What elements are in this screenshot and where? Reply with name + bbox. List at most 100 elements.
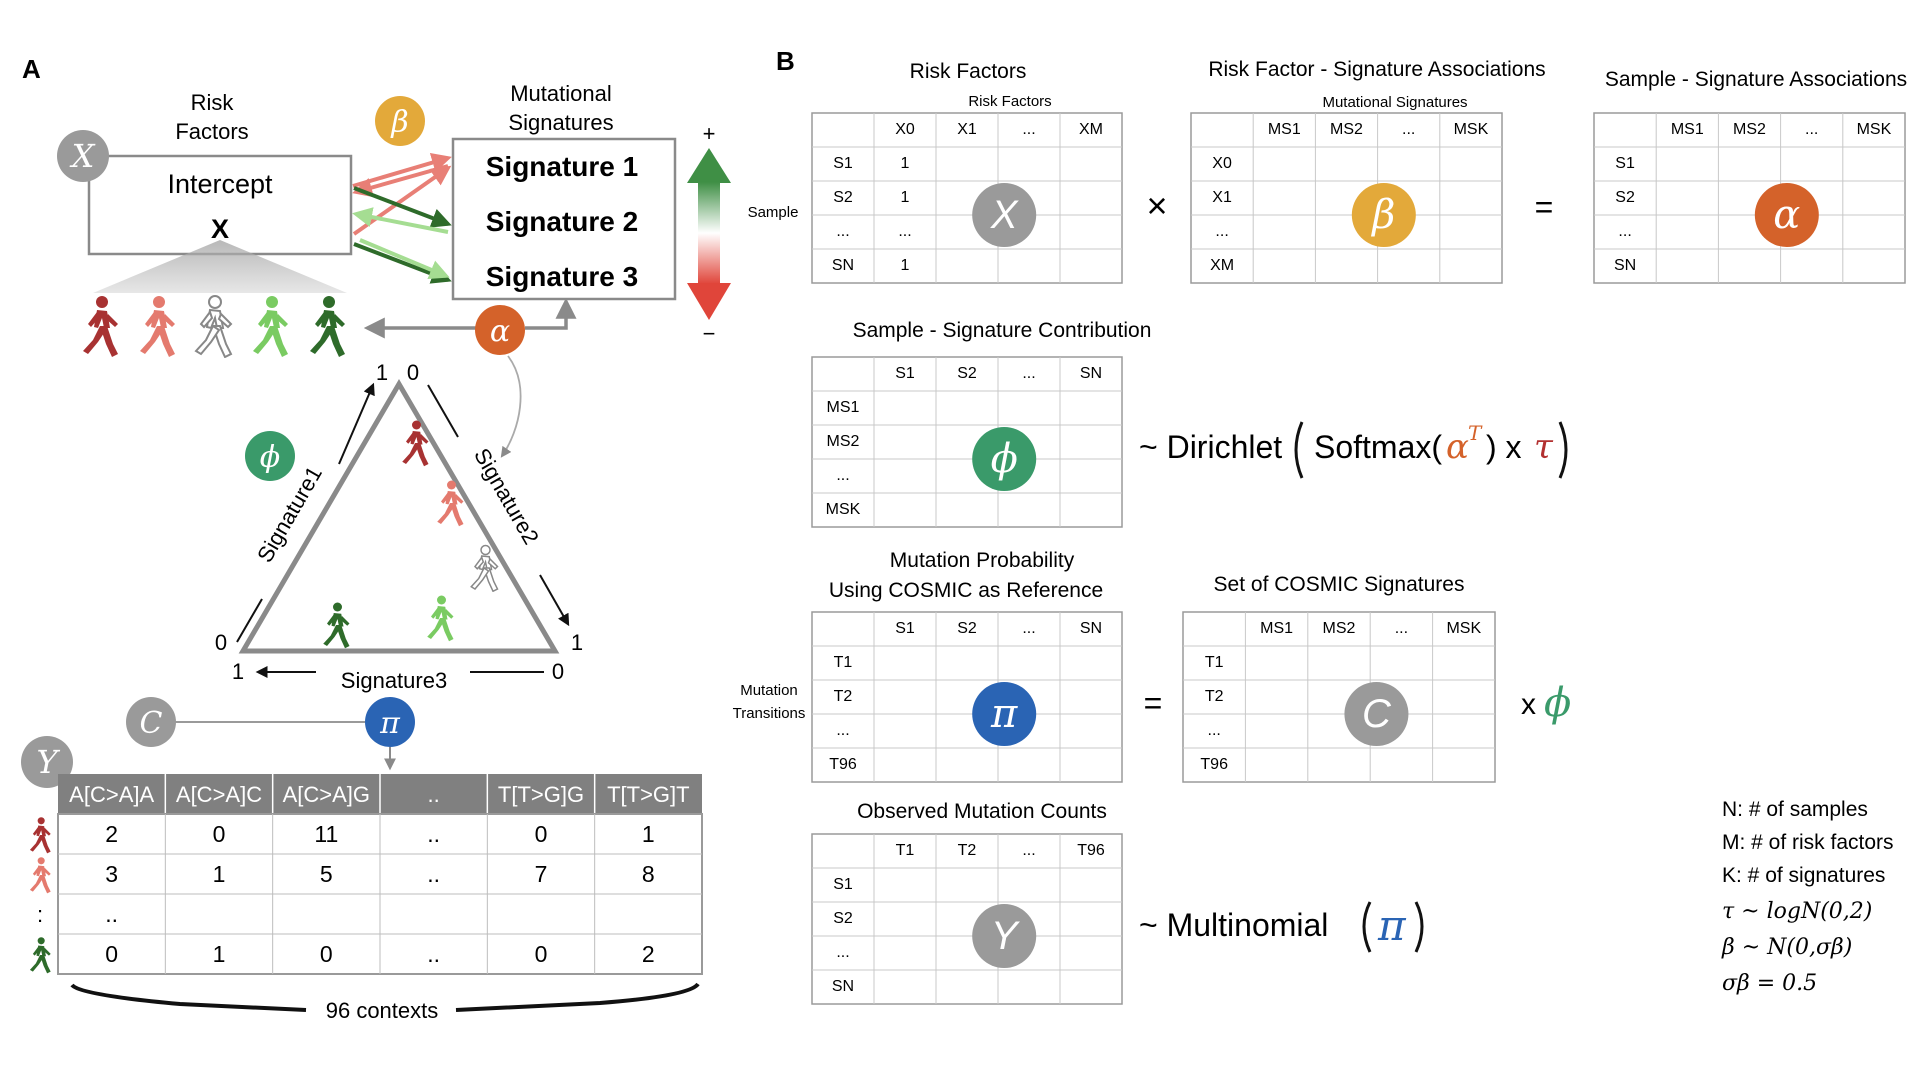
matrix-col-header: MS2	[1330, 121, 1363, 138]
times-phi-prefix: x	[1521, 688, 1536, 721]
signature-3-label: Signature 3	[486, 261, 638, 292]
association-arrows	[352, 152, 452, 284]
matrix-symbol: ϕ	[991, 436, 1018, 482]
matrix-row-header: ...	[1215, 223, 1228, 240]
dirichlet-close: ) x	[1486, 429, 1522, 465]
matrix-col-header: MS2	[1733, 121, 1766, 138]
intercept-x-label: X	[211, 214, 229, 244]
matrix-row-header: SN	[832, 978, 854, 995]
risk-factors-matrix: X0 X1... XM S1 S2... SN 1 1... 1 X	[811, 112, 1123, 284]
contexts-label: 96 contexts	[326, 998, 439, 1023]
contribution-matrix: S1 S2... SN MS1 MS2... MSK ϕ	[811, 356, 1123, 528]
table-column-header: A[C>A]A	[69, 782, 154, 807]
legend-m: M: # of risk factors	[1722, 831, 1894, 854]
matrix-symbol: π	[990, 691, 1018, 737]
signature2-axis-arrow	[539, 574, 570, 627]
matrix-col-header: S1	[895, 620, 915, 637]
matrix-row-header: T96	[1200, 756, 1228, 773]
matrix-row-header: MS1	[827, 399, 860, 416]
observed-counts-matrix: T1 T2... T96 S1 S2... SN Y	[811, 833, 1123, 1005]
table-row-person-icon	[29, 817, 51, 854]
sample-sig-matrix-title: Sample - Signature Associations	[1605, 68, 1907, 91]
matrix-row-header: T96	[829, 756, 857, 773]
matrix-col-header: MSK	[1446, 620, 1481, 637]
intercept-label: Intercept	[167, 169, 273, 199]
prior-sigma: σβ = 0.5	[1722, 971, 1817, 996]
intercept-box	[87, 154, 353, 256]
tick-top-left: 1	[376, 360, 388, 385]
matrix-symbol-node	[972, 904, 1037, 968]
table-cell: ..	[427, 821, 440, 847]
times-sign: ×	[1146, 185, 1167, 226]
dirichlet-tau: τ	[1534, 427, 1554, 467]
scale-plus: +	[703, 121, 716, 146]
matrix-row-header: ...	[836, 722, 849, 739]
x-node	[57, 130, 109, 182]
mutation-probability-title-1: Mutation Probability	[890, 549, 1075, 572]
mutation-probability-title-2: Using COSMIC as Reference	[829, 579, 1103, 602]
matrix-row-header: ...	[836, 944, 849, 961]
matrix-col-header: ...	[1022, 842, 1035, 859]
equals-sign: =	[1535, 189, 1554, 225]
matrix-row-header: XM	[1210, 257, 1234, 274]
sample-sig-matrix: MS1 MS2... MSK S1 S2... SN α	[1593, 112, 1906, 284]
tick-right-bottom: 1	[571, 630, 583, 655]
person-salmon-icon	[140, 296, 175, 357]
table-column-header: T[T>G]G	[498, 782, 584, 807]
table-row-person-icon	[29, 857, 51, 894]
signature-1-label: Signature 1	[486, 151, 638, 182]
beta-node	[375, 96, 425, 146]
matrix-col-header: ...	[1402, 121, 1415, 138]
table-row-person-icon	[29, 937, 51, 974]
multinomial-pi: π	[1377, 901, 1407, 950]
matrix-symbol-node	[972, 682, 1037, 746]
table-row-ellipsis: :	[37, 902, 43, 927]
panel-b-label: B	[776, 46, 795, 76]
table-cell: 0	[213, 821, 226, 847]
matrix-row-header: S1	[833, 876, 853, 893]
table-cell: 5	[320, 861, 333, 887]
matrix-row-header: T1	[1205, 654, 1224, 671]
matrix-col-header: T2	[958, 842, 977, 859]
matrix-cell: 1	[901, 257, 910, 274]
contribution-matrix-title: Sample - Signature Contribution	[853, 319, 1152, 342]
rf-sig-matrix: MS1 MS2... MSK X0 X1... XM β	[1190, 112, 1503, 284]
tick-bottom-left: 1	[232, 659, 244, 684]
matrix-col-header: MS2	[1323, 620, 1356, 637]
matrix-cell: ...	[898, 223, 911, 240]
risk-factors-matrix-subtitle: Risk Factors	[968, 93, 1051, 110]
legend-n: N: # of samples	[1722, 798, 1868, 821]
mutational-signatures-line2: Signatures	[508, 110, 613, 135]
multinomial-formula: ~ Multinomial π	[1139, 901, 1424, 953]
matrix-col-header: S2	[957, 620, 977, 637]
matrix-row-header: T1	[834, 654, 853, 671]
table-cell: ..	[427, 941, 440, 967]
table-column-header: A[C>A]G	[283, 782, 370, 807]
matrix-symbol: X	[990, 193, 1019, 237]
matrix-col-header: MS1	[1268, 121, 1301, 138]
contexts-brace-right	[455, 982, 700, 1012]
contexts-brace-left	[70, 983, 307, 1012]
matrix-symbol: β	[1370, 192, 1395, 238]
table-cell: 0	[105, 941, 118, 967]
signature1-axis-arrow	[338, 382, 375, 465]
mutation-transitions-axis-2: Transitions	[733, 705, 806, 722]
table-cell: 8	[642, 861, 655, 887]
matrix-col-header: ...	[1395, 620, 1408, 637]
table-cell: 3	[105, 861, 118, 887]
softmax-label: Softmax(	[1314, 429, 1442, 465]
mutation-counts-table: A[C>A]A A[C>A]C A[C>A]G.. T[T>G]G T[T>G]T 2 0 1…	[29, 774, 703, 975]
c-node-symbol: C	[140, 706, 163, 741]
equals-sign-2: =	[1144, 685, 1163, 721]
alpha-to-triangle-arrow	[500, 355, 522, 458]
table-cell: 0	[535, 941, 548, 967]
population-people	[83, 295, 345, 358]
signature2-axis-tail	[427, 384, 459, 438]
matrix-cell: 1	[901, 155, 910, 172]
matrix-symbol-node	[972, 427, 1037, 491]
matrix-row-header: S2	[833, 189, 853, 206]
risk-factors-row-axis: Sample	[748, 204, 799, 221]
alpha-node	[475, 305, 525, 355]
matrix-row-header: S2	[833, 910, 853, 927]
